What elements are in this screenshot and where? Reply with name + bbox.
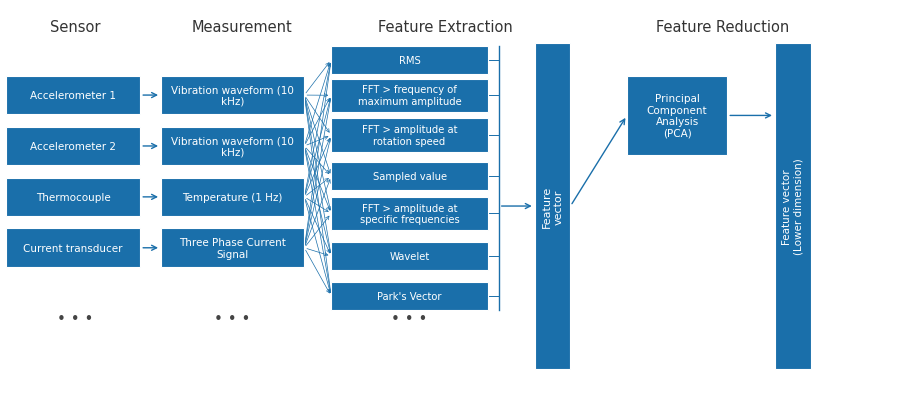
Text: Accelerometer 1: Accelerometer 1 (30, 91, 116, 101)
FancyBboxPatch shape (627, 76, 727, 156)
FancyBboxPatch shape (331, 243, 488, 270)
FancyBboxPatch shape (535, 44, 571, 369)
Text: FFT > amplitude at
specific frequencies: FFT > amplitude at specific frequencies (360, 203, 459, 225)
Text: Sensor: Sensor (49, 20, 100, 35)
Text: Feature vector
(Lower dimension): Feature vector (Lower dimension) (782, 158, 804, 255)
FancyBboxPatch shape (331, 79, 488, 113)
Text: • • •: • • • (391, 311, 427, 326)
FancyBboxPatch shape (775, 44, 811, 369)
Text: Wavelet: Wavelet (389, 252, 430, 261)
FancyBboxPatch shape (6, 229, 140, 267)
FancyBboxPatch shape (331, 283, 488, 310)
FancyBboxPatch shape (6, 178, 140, 217)
FancyBboxPatch shape (161, 229, 305, 267)
Text: Principal
Component
Analysis
(PCA): Principal Component Analysis (PCA) (646, 94, 708, 139)
Text: Accelerometer 2: Accelerometer 2 (30, 142, 116, 152)
FancyBboxPatch shape (6, 127, 140, 166)
Text: RMS: RMS (399, 56, 421, 66)
FancyBboxPatch shape (331, 197, 488, 231)
Text: Temperature (1 Hz): Temperature (1 Hz) (182, 192, 283, 202)
Text: Feature Extraction: Feature Extraction (378, 20, 512, 35)
Text: • • •: • • • (57, 311, 93, 326)
Text: Sampled value: Sampled value (372, 172, 447, 182)
FancyBboxPatch shape (6, 76, 140, 115)
Text: Feature Reduction: Feature Reduction (656, 20, 789, 35)
Text: Vibration waveform (10
kHz): Vibration waveform (10 kHz) (171, 136, 294, 157)
Text: Vibration waveform (10
kHz): Vibration waveform (10 kHz) (171, 85, 294, 107)
Text: Current transducer: Current transducer (23, 243, 123, 253)
FancyBboxPatch shape (161, 178, 305, 217)
Text: Three Phase Current
Signal: Three Phase Current Signal (179, 237, 286, 259)
Text: • • •: • • • (215, 311, 251, 326)
FancyBboxPatch shape (331, 119, 488, 153)
FancyBboxPatch shape (161, 127, 305, 166)
Text: Thermocouple: Thermocouple (36, 192, 111, 202)
Text: FFT > amplitude at
rotation speed: FFT > amplitude at rotation speed (362, 125, 458, 146)
Text: Park's Vector: Park's Vector (378, 291, 442, 301)
FancyBboxPatch shape (331, 47, 488, 74)
Text: Feature
vector: Feature vector (542, 185, 564, 227)
Text: FFT > frequency of
maximum amplitude: FFT > frequency of maximum amplitude (358, 85, 461, 107)
FancyBboxPatch shape (331, 163, 488, 191)
FancyBboxPatch shape (161, 76, 305, 115)
Text: Measurement: Measurement (191, 20, 292, 35)
